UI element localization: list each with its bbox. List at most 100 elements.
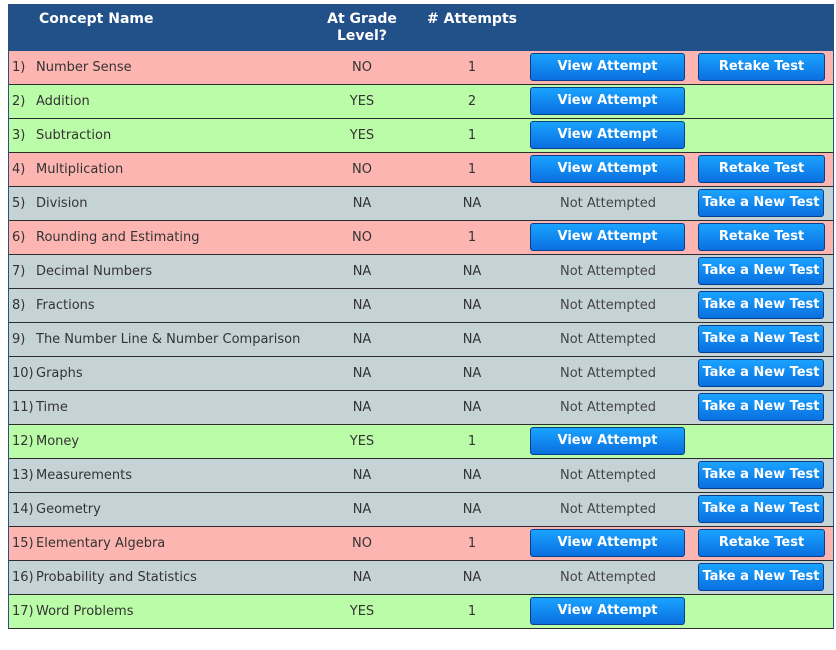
view-attempt-details-button[interactable]: View Attempt Details xyxy=(530,223,685,270)
attempts-count: NA xyxy=(462,264,482,279)
attempts-count: 2 xyxy=(467,94,477,109)
attempts-count: 1 xyxy=(467,434,477,449)
attempts-count: NA xyxy=(462,366,482,381)
at-grade-level-value: NA xyxy=(352,468,372,483)
attempts-count: 1 xyxy=(467,162,477,177)
not-attempted-text: Not Attempted xyxy=(559,196,657,211)
not-attempted-text: Not Attempted xyxy=(559,366,657,381)
not-attempted-text: Not Attempted xyxy=(559,502,657,517)
row-number: 15) xyxy=(12,536,34,551)
attempts-count: 1 xyxy=(467,60,477,75)
at-grade-level-value: NA xyxy=(352,264,372,279)
at-grade-level-value: YES xyxy=(349,128,375,143)
at-grade-level-value: NA xyxy=(352,400,372,415)
row-number: 3) xyxy=(12,128,26,143)
view-attempt-details-button[interactable]: View Attempt Details xyxy=(530,529,685,576)
header-at-grade-level: At Grade Level? xyxy=(327,11,397,44)
concept-name: Number Sense xyxy=(36,60,132,75)
view-attempt-details-button[interactable]: View Attempt Details xyxy=(530,427,685,474)
at-grade-level-value: YES xyxy=(349,604,375,619)
retake-test-button[interactable]: Retake Test xyxy=(698,529,825,557)
take-new-test-button[interactable]: Take a New Test xyxy=(698,495,824,523)
view-attempt-details-button[interactable]: View Attempt Details xyxy=(530,597,685,644)
table-row: 3) Subtraction YES 1 View Attempt Details xyxy=(9,119,833,168)
table-row: 11) Time NA NA Not Attempted Take a New Test xyxy=(9,391,833,425)
at-grade-level-value: NA xyxy=(352,332,372,347)
at-grade-level-value: YES xyxy=(349,94,375,109)
at-grade-level-value: NO xyxy=(352,230,372,245)
concepts-table: Concept Name At Grade Level? # Attempts … xyxy=(8,4,834,644)
row-number: 14) xyxy=(12,502,34,517)
row-number: 8) xyxy=(12,298,26,313)
view-attempt-details-button[interactable]: View Attempt Details xyxy=(530,87,685,134)
at-grade-level-value: NA xyxy=(352,366,372,381)
attempts-count: NA xyxy=(462,468,482,483)
retake-test-button[interactable]: Retake Test xyxy=(698,53,825,81)
not-attempted-text: Not Attempted xyxy=(559,264,657,279)
concept-name: Elementary Algebra xyxy=(36,536,166,551)
take-new-test-button[interactable]: Take a New Test xyxy=(698,359,824,387)
at-grade-level-value: NA xyxy=(352,196,372,211)
not-attempted-text: Not Attempted xyxy=(559,298,657,313)
concept-name: Rounding and Estimating xyxy=(36,230,200,245)
attempts-count: 1 xyxy=(467,128,477,143)
table-body: 1) Number Sense NO 1 View Attempt Details Ret… xyxy=(9,51,833,644)
row-number: 13) xyxy=(12,468,34,483)
at-grade-level-value: YES xyxy=(349,434,375,449)
at-grade-level-value: NO xyxy=(352,536,372,551)
table-row: 5) Division NA NA Not Attempted Take a New Te… xyxy=(9,187,833,221)
attempts-count: NA xyxy=(462,332,482,347)
at-grade-level-value: NO xyxy=(352,60,372,75)
attempts-count: 1 xyxy=(467,536,477,551)
view-attempt-details-button[interactable]: View Attempt Details xyxy=(530,121,685,168)
take-new-test-button[interactable]: Take a New Test xyxy=(698,393,824,421)
table-row: 1) Number Sense NO 1 View Attempt Details Ret… xyxy=(9,51,833,100)
concept-name: The Number Line & Number Comparison xyxy=(36,332,301,347)
attempts-count: 1 xyxy=(467,230,477,245)
row-number: 4) xyxy=(12,162,26,177)
table-row: 13) Measurements NA NA Not Attempted Take a N… xyxy=(9,459,833,493)
attempts-count: NA xyxy=(462,400,482,415)
row-number: 6) xyxy=(12,230,26,245)
row-number: 10) xyxy=(12,366,34,381)
concept-name: Subtraction xyxy=(36,128,112,143)
take-new-test-button[interactable]: Take a New Test xyxy=(698,563,824,591)
table-header: Concept Name At Grade Level? # Attempts xyxy=(9,5,833,51)
row-number: 2) xyxy=(12,94,26,109)
table-row: 10) Graphs NA NA Not Attempted Take a New Tes… xyxy=(9,357,833,391)
table-row: 9) The Number Line & Number Comparison NA N… xyxy=(9,323,833,357)
table-row: 17) Word Problems YES 1 View Attempt Details xyxy=(9,595,833,644)
row-number: 16) xyxy=(12,570,34,585)
table-row: 4) Multiplication NO 1 View Attempt Details R… xyxy=(9,153,833,202)
retake-test-button[interactable]: Retake Test xyxy=(698,223,825,251)
row-number: 5) xyxy=(12,196,26,211)
concept-name: Time xyxy=(36,400,68,415)
at-grade-level-value: NO xyxy=(352,162,372,177)
table-row: 16) Probability and Statistics NA NA Not Att… xyxy=(9,561,833,595)
at-grade-level-value: NA xyxy=(352,570,372,585)
take-new-test-button[interactable]: Take a New Test xyxy=(698,189,824,217)
concept-name: Multiplication xyxy=(36,162,124,177)
take-new-test-button[interactable]: Take a New Test xyxy=(698,325,824,353)
row-number: 7) xyxy=(12,264,26,279)
view-attempt-details-button[interactable]: View Attempt Details xyxy=(530,155,685,202)
header-concept-name: Concept Name xyxy=(39,11,154,27)
table-row: 8) Fractions NA NA Not Attempted Take a New T… xyxy=(9,289,833,323)
view-attempt-details-button[interactable]: View Attempt Details xyxy=(530,53,685,100)
take-new-test-button[interactable]: Take a New Test xyxy=(698,291,824,319)
concept-name: Graphs xyxy=(36,366,83,381)
row-number: 11) xyxy=(12,400,34,415)
row-number: 9) xyxy=(12,332,26,347)
attempts-count: 1 xyxy=(467,604,477,619)
attempts-count: NA xyxy=(462,570,482,585)
take-new-test-button[interactable]: Take a New Test xyxy=(698,257,824,285)
table-row: 2) Addition YES 2 View Attempt Details xyxy=(9,85,833,134)
concept-name: Decimal Numbers xyxy=(36,264,153,279)
not-attempted-text: Not Attempted xyxy=(559,468,657,483)
retake-test-button[interactable]: Retake Test xyxy=(698,155,825,183)
take-new-test-button[interactable]: Take a New Test xyxy=(698,461,824,489)
concept-name: Geometry xyxy=(36,502,101,517)
attempts-count: NA xyxy=(462,196,482,211)
at-grade-level-value: NA xyxy=(352,298,372,313)
concept-name: Fractions xyxy=(36,298,95,313)
